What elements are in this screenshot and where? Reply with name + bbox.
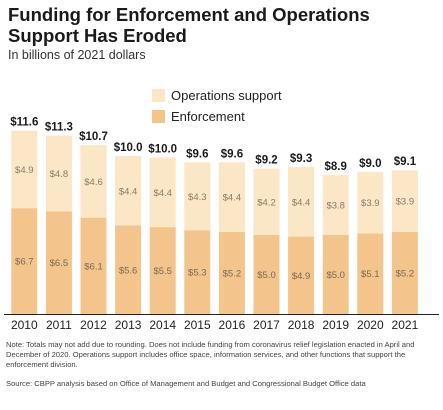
- data-label-enforcement-2010: $6.7: [15, 257, 34, 268]
- x-tick-label-2014: 2014: [149, 318, 176, 332]
- x-tick-label-2013: 2013: [115, 318, 142, 332]
- stacked-bar-chart: $6.7 $4.9 $11.6 2010 $6.5 $4.8 $11.3 2011 $6.1 $4…: [4, 117, 439, 332]
- data-label-operations-support-2016: $4.4: [223, 193, 242, 204]
- x-tick-label-2020: 2020: [357, 318, 384, 332]
- data-label-enforcement-2016: $5.2: [223, 268, 242, 279]
- x-tick-label-2016: 2016: [219, 318, 246, 332]
- bar-enforcement-2016: [218, 231, 245, 314]
- bar-enforcement-2019: [322, 235, 349, 314]
- data-label-enforcement-2013: $5.6: [119, 265, 138, 276]
- total-label-2016: $9.6: [221, 148, 243, 160]
- bar-operations-support-2020: [357, 171, 384, 234]
- bar-operations-support-2021: [391, 170, 418, 232]
- bar-enforcement-2020: [357, 233, 384, 314]
- legend-swatch-operations-support: [152, 89, 165, 102]
- data-label-enforcement-2011: $6.5: [50, 258, 69, 269]
- chart-notes: Note: Totals may not add due to rounding…: [6, 340, 415, 370]
- data-label-operations-support-2015: $4.3: [188, 192, 207, 203]
- bar-enforcement-2017: [253, 235, 280, 314]
- legend-label-operations-support: Operations support: [171, 88, 282, 103]
- data-label-operations-support-2018: $4.4: [292, 197, 311, 208]
- bar-operations-support-2013: [115, 156, 142, 226]
- x-tick-label-2011: 2011: [46, 318, 72, 332]
- x-tick-label-2017: 2017: [253, 318, 280, 332]
- data-label-operations-support-2014: $4.4: [153, 188, 172, 199]
- bar-operations-support-2015: [184, 162, 211, 231]
- data-label-operations-support-2021: $3.9: [396, 197, 415, 208]
- total-label-2021: $9.1: [394, 156, 417, 168]
- bar-operations-support-2010: [11, 130, 38, 209]
- data-label-enforcement-2020: $5.1: [361, 269, 380, 280]
- total-label-2020: $9.0: [359, 158, 381, 170]
- data-label-enforcement-2019: $5.0: [326, 270, 345, 281]
- bar-enforcement-2010: [11, 208, 38, 314]
- x-tick-label-2010: 2010: [11, 318, 38, 332]
- bar-operations-support-2018: [288, 167, 315, 237]
- bar-enforcement-2013: [115, 225, 142, 314]
- data-label-operations-support-2010: $4.9: [15, 165, 34, 176]
- total-label-2018: $9.3: [290, 153, 312, 165]
- data-label-enforcement-2017: $5.0: [257, 270, 276, 281]
- total-label-2017: $9.2: [255, 155, 277, 167]
- bar-enforcement-2011: [45, 211, 72, 314]
- x-tick-label-2015: 2015: [184, 318, 211, 332]
- chart-subtitle: In billions of 2021 dollars: [8, 48, 146, 62]
- bar-operations-support-2019: [322, 174, 349, 235]
- bar-enforcement-2012: [80, 217, 107, 314]
- bar-enforcement-2015: [184, 230, 211, 314]
- data-label-operations-support-2011: $4.8: [50, 169, 69, 180]
- data-label-enforcement-2014: $5.5: [153, 266, 172, 277]
- x-tick-label-2019: 2019: [322, 318, 349, 332]
- data-label-operations-support-2020: $3.9: [361, 198, 380, 209]
- data-label-operations-support-2017: $4.2: [257, 197, 276, 208]
- data-label-operations-support-2019: $3.8: [326, 200, 345, 211]
- data-label-enforcement-2021: $5.2: [396, 268, 415, 279]
- total-label-2019: $8.9: [325, 161, 347, 173]
- chart-title: Funding for Enforcement and Operations S…: [8, 4, 370, 46]
- legend-label-enforcement: Enforcement: [171, 109, 245, 124]
- total-label-2014: $10.0: [148, 144, 177, 156]
- data-label-operations-support-2012: $4.6: [84, 177, 103, 188]
- legend-swatch-enforcement: [152, 110, 165, 123]
- total-label-2011: $11.3: [45, 121, 73, 133]
- data-label-operations-support-2013: $4.4: [119, 186, 138, 197]
- bar-operations-support-2012: [80, 144, 107, 218]
- bar-operations-support-2014: [149, 157, 176, 228]
- x-tick-label-2021: 2021: [392, 318, 419, 332]
- bar-operations-support-2017: [253, 168, 280, 235]
- bar-enforcement-2021: [391, 231, 418, 314]
- total-label-2013: $10.0: [114, 142, 143, 154]
- data-label-enforcement-2012: $6.1: [84, 261, 103, 272]
- total-label-2012: $10.7: [79, 131, 108, 143]
- x-tick-label-2018: 2018: [288, 318, 315, 332]
- data-label-enforcement-2018: $4.9: [292, 271, 311, 282]
- bar-enforcement-2014: [149, 227, 176, 314]
- bar-operations-support-2016: [218, 162, 245, 232]
- bar-operations-support-2011: [45, 135, 72, 212]
- bar-enforcement-2018: [288, 236, 315, 314]
- chart-source: Source: CBPP analysis based on Office of…: [6, 379, 366, 388]
- data-label-enforcement-2015: $5.3: [188, 268, 207, 279]
- x-tick-label-2012: 2012: [80, 318, 107, 332]
- total-label-2010: $11.6: [10, 117, 38, 129]
- total-label-2015: $9.6: [186, 148, 208, 160]
